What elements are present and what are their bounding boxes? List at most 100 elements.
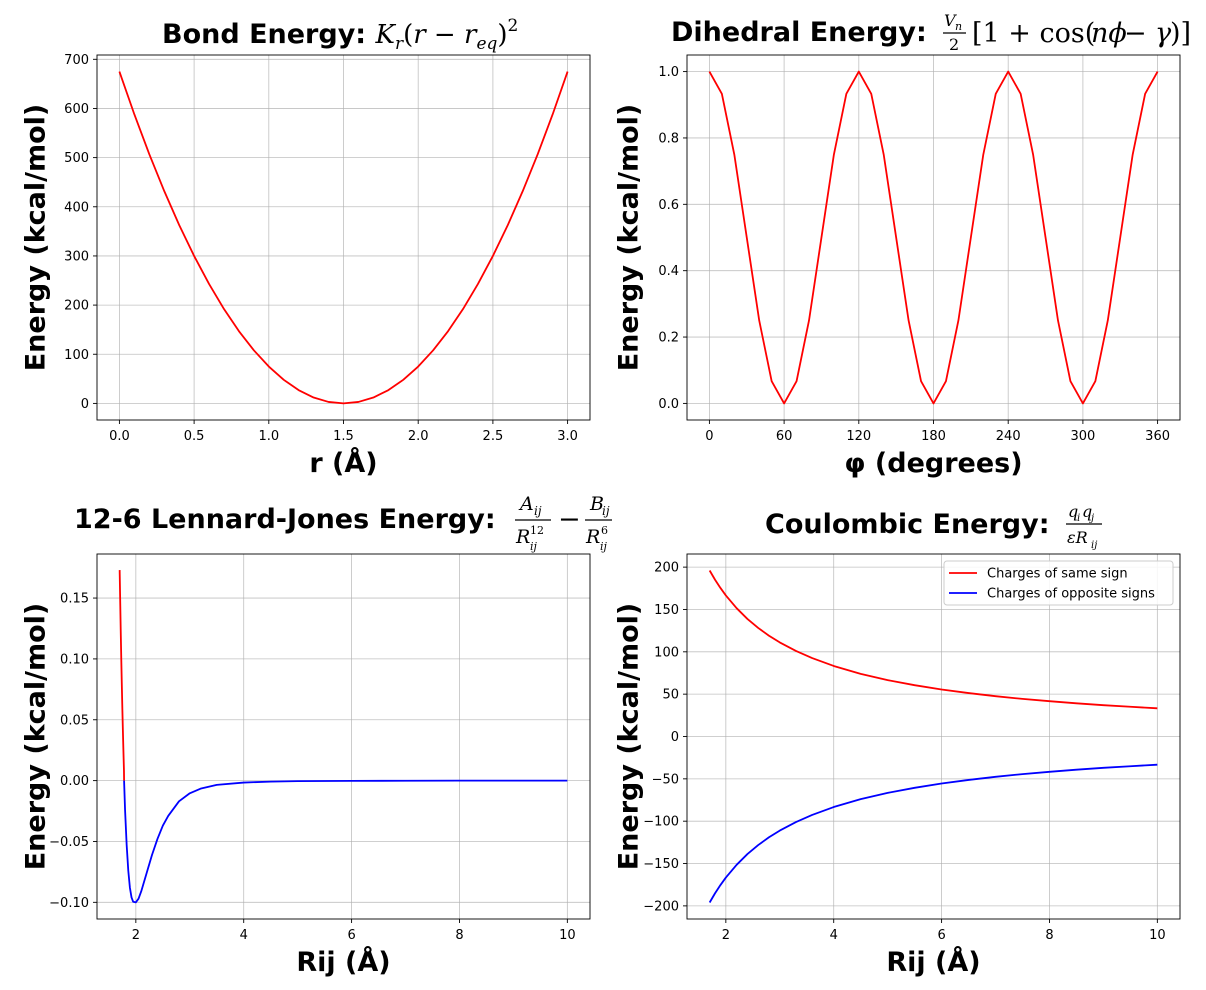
lj-ytick-label: 0.10 <box>60 652 89 667</box>
lj-ytick-label: −0.10 <box>49 896 89 911</box>
legend-label-0: Charges of same sign <box>987 567 1128 582</box>
lj-plot-frame <box>96 553 591 920</box>
dihedral-xtick-label: 360 <box>1145 429 1170 444</box>
lj-xtick-label: 4 <box>240 928 248 943</box>
bond-title: Bond Energy: Kr(r − req)2 <box>162 16 518 54</box>
svg-text:j: j <box>1089 513 1094 524</box>
coulomb-ytick-label: −100 <box>643 815 679 830</box>
bond-ytick-label: 400 <box>64 200 89 215</box>
dihedral-xtick-label: 0 <box>705 429 713 444</box>
bond-energy-axes: 0.0 0.5 1.0 1.5 2.0 2.5 3.0 0 100 200 300 400 500 600… <box>21 53 591 479</box>
bond-ytick-label: 500 <box>64 151 89 166</box>
dihedral-title: Dihedral Energy: V n 2 [1 + cos( nϕ − γ … <box>671 11 1191 54</box>
coulomb-xtick-label: 6 <box>937 928 945 943</box>
dihedral-ytick-label: 0.0 <box>658 397 679 412</box>
coulomb-ytick-label: −50 <box>652 772 679 787</box>
dihedral-xtick-label: 180 <box>921 429 946 444</box>
lj-ytick-label: 0.00 <box>60 774 89 789</box>
coulomb-yaxis-label: Energy (kcal/mol) <box>614 603 645 871</box>
dihedral-energy-axes: 0 60 120 180 240 300 360 0.0 0.2 0.4 0.6 0.8 1.0 φ (d… <box>614 54 1181 479</box>
dihedral-ytick-label: 0.2 <box>658 331 679 346</box>
bond-ytick-label: 200 <box>64 299 89 314</box>
svg-text:n: n <box>955 20 962 33</box>
svg-text:R: R <box>585 526 600 548</box>
coulomb-xtick-label: 10 <box>1149 928 1166 943</box>
coulomb-ytick-label: 50 <box>662 688 679 703</box>
coulombic-energy-axes: 2 4 6 8 10 −200 −150 −100 −50 0 50 100 150 200 Rij (Å)… <box>614 553 1181 978</box>
svg-text:ij: ij <box>534 504 542 518</box>
bond-xtick-label: 0.5 <box>184 429 205 444</box>
coulomb-ytick-label: 100 <box>654 645 679 660</box>
svg-text:2: 2 <box>949 35 959 54</box>
svg-text:12-6 Lennard-Jones Energy:: 12-6 Lennard-Jones Energy: <box>74 504 496 535</box>
bond-series-0-line <box>118 71 569 405</box>
bond-ytick-label: 700 <box>64 53 89 68</box>
svg-text:R: R <box>515 526 530 548</box>
coulomb-ytick-label: 200 <box>654 561 679 576</box>
svg-text:q: q <box>1082 502 1092 521</box>
dihedral-xtick-label: 120 <box>846 429 871 444</box>
lj-title: 12-6 Lennard-Jones Energy: A ij R ij 12 … <box>74 493 612 553</box>
lj-xtick-label: 2 <box>132 928 140 943</box>
svg-text:ij: ij <box>602 504 610 518</box>
svg-text:A: A <box>518 493 534 515</box>
svg-text:εR: εR <box>1067 528 1088 547</box>
coulomb-xtick-label: 8 <box>1045 928 1053 943</box>
dihedral-ytick-label: 0.6 <box>658 198 679 213</box>
dihedral-series-0-line <box>708 70 1159 405</box>
bond-xtick-label: 2.0 <box>408 429 429 444</box>
bond-ytick-label: 100 <box>64 348 89 363</box>
coulomb-ytick-label: 0 <box>671 730 679 745</box>
lj-ytick-label: −0.05 <box>49 835 89 850</box>
lj-ytick-label: 0.15 <box>60 592 89 607</box>
bond-xtick-label: 3.0 <box>557 429 578 444</box>
dihedral-xtick-label: 240 <box>996 429 1021 444</box>
coulomb-ytick-label: 150 <box>654 603 679 618</box>
dihedral-ytick-label: 0.4 <box>658 264 679 279</box>
coulomb-legend: Charges of same sign Charges of opposite … <box>943 560 1174 606</box>
bond-xtick-label: 0.0 <box>109 429 130 444</box>
dihedral-xtick-label: 60 <box>776 429 793 444</box>
coulomb-series-0-line <box>708 570 1158 710</box>
dihedral-xaxis-label: φ (degrees) <box>844 448 1022 479</box>
lj-xtick-label: 6 <box>347 928 355 943</box>
svg-text:−: − <box>558 504 581 535</box>
svg-text:−: − <box>1124 18 1147 49</box>
coulomb-xaxis-label: Rij (Å) <box>886 946 980 978</box>
svg-text:γ: γ <box>1155 18 1172 49</box>
svg-text:)]: )] <box>1170 18 1191 49</box>
svg-text:ij: ij <box>1091 540 1097 551</box>
bond-xtick-label: 1.5 <box>333 429 354 444</box>
svg-text:Coulombic Energy:: Coulombic Energy: <box>765 509 1050 540</box>
bond-xaxis-label: r (Å) <box>309 447 377 479</box>
bond-yaxis-label: Energy (kcal/mol) <box>21 104 52 372</box>
lj-xtick-label: 8 <box>455 928 463 943</box>
lennard-jones-axes: 2 4 6 8 10 −0.10 −0.05 0.00 0.05 0.10 0.15 Rij (Å) E… <box>21 553 591 978</box>
coulomb-xtick-label: 2 <box>722 928 730 943</box>
lj-series-0-line <box>118 570 125 781</box>
dihedral-xtick-label: 300 <box>1070 429 1095 444</box>
svg-text:B: B <box>589 493 604 515</box>
lj-xtick-label: 10 <box>559 928 576 943</box>
coulomb-ytick-label: −200 <box>643 899 679 914</box>
dihedral-yaxis-label: Energy (kcal/mol) <box>614 104 645 372</box>
svg-text:V: V <box>944 11 957 30</box>
svg-text:12: 12 <box>530 524 544 537</box>
coulomb-title: Coulombic Energy: q i q j εR ij <box>765 502 1102 551</box>
legend-label-1: Charges of opposite signs <box>987 587 1155 602</box>
coulomb-ytick-label: −150 <box>643 857 679 872</box>
lj-xaxis-label: Rij (Å) <box>296 946 390 978</box>
dihedral-ytick-label: 1.0 <box>658 65 679 80</box>
lj-ytick-label: 0.05 <box>60 713 89 728</box>
svg-text:ij: ij <box>530 540 538 553</box>
svg-text:q: q <box>1068 502 1078 521</box>
svg-text:[1 + cos(: [1 + cos( <box>972 18 1095 49</box>
bond-ytick-label: 600 <box>64 102 89 117</box>
bond-ytick-label: 300 <box>64 249 89 264</box>
lj-series-1-line <box>123 779 568 904</box>
bond-xtick-label: 1.0 <box>258 429 279 444</box>
svg-text:i: i <box>1077 513 1080 524</box>
coulomb-series-1-line <box>708 763 1158 903</box>
